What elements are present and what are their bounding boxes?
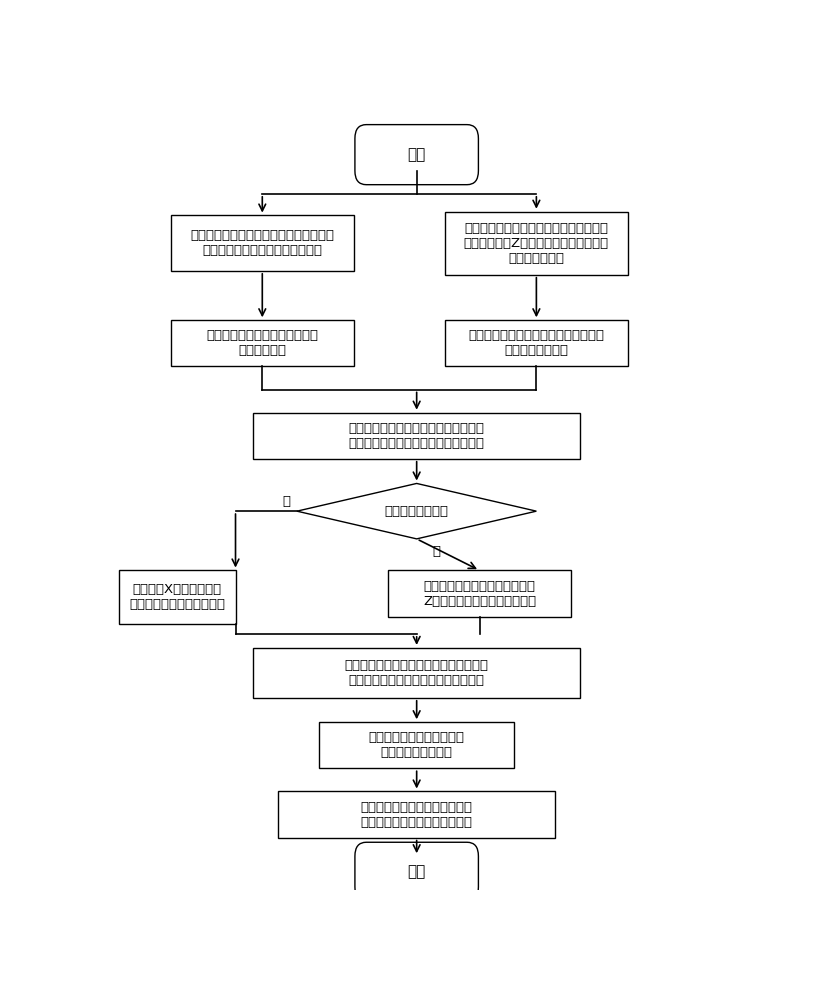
- Text: 联合太阳光压和角动量卸载对偏心率的影
响，排除所述夹角的多解，确定唯一值: 联合太阳光压和角动量卸载对偏心率的影 响，排除所述夹角的多解，确定唯一值: [345, 659, 489, 687]
- Text: 根据所述夹角的唯一值，计
算卫星星下点地方时: 根据所述夹角的唯一值，计 算卫星星下点地方时: [368, 731, 465, 759]
- Text: 比较地球摄动引起的平经度漂移率日变
化量与角动量卸载引起的平经度漂移率: 比较地球摄动引起的平经度漂移率日变 化量与角动量卸载引起的平经度漂移率: [349, 422, 485, 450]
- FancyBboxPatch shape: [355, 125, 478, 185]
- FancyBboxPatch shape: [355, 842, 478, 901]
- Text: 在所述卫星星下点地方时刻进行
角动量卸载，实现东西位置保持: 在所述卫星星下点地方时刻进行 角动量卸载，实现东西位置保持: [361, 801, 472, 829]
- Bar: [445, 212, 628, 275]
- Bar: [253, 413, 580, 459]
- Text: 使用提供X向推力的推力
器，在早六点或晚六点卸载: 使用提供X向推力的推力 器，在早六点或晚六点卸载: [129, 583, 225, 611]
- Polygon shape: [297, 483, 537, 539]
- Text: 根据卫星结构、质量，确定卫星卸载角动
量和卫星本体Z轴的夹角与卫星赤经、太
阳幅角的关系式: 根据卫星结构、质量，确定卫星卸载角动 量和卫星本体Z轴的夹角与卫星赤经、太 阳幅…: [463, 222, 609, 265]
- Text: 确定卫星卸载角动量和卫星本体
Z轴的夹角，该夹角存在多解决: 确定卫星卸载角动量和卫星本体 Z轴的夹角，该夹角存在多解决: [423, 580, 537, 608]
- Bar: [171, 320, 354, 366]
- Bar: [278, 791, 555, 838]
- Bar: [253, 648, 580, 698]
- Text: 开始: 开始: [407, 147, 426, 162]
- Text: 是: 是: [433, 545, 441, 558]
- Text: 结束: 结束: [407, 864, 426, 879]
- Bar: [319, 722, 515, 768]
- Bar: [445, 320, 628, 366]
- Text: 否: 否: [283, 495, 291, 508]
- Text: 根据卫星结构、质量，确定卫星
偏心率变化率: 根据卫星结构、质量，确定卫星 偏心率变化率: [207, 329, 319, 357]
- Text: 根据卫星定点位置，确定所述卫星的地球
摄动引起的平经度漂移率日变化量: 根据卫星定点位置，确定所述卫星的地球 摄动引起的平经度漂移率日变化量: [190, 229, 334, 257]
- Text: 计算角动量喷气卸载产生的平经度漂移
率、偏心率变化率: 计算角动量喷气卸载产生的平经度漂移 率、偏心率变化率: [468, 329, 604, 357]
- Bar: [171, 215, 354, 271]
- Bar: [389, 570, 571, 617]
- Bar: [119, 570, 236, 624]
- Text: 所述后者大于前者: 所述后者大于前者: [385, 505, 449, 518]
